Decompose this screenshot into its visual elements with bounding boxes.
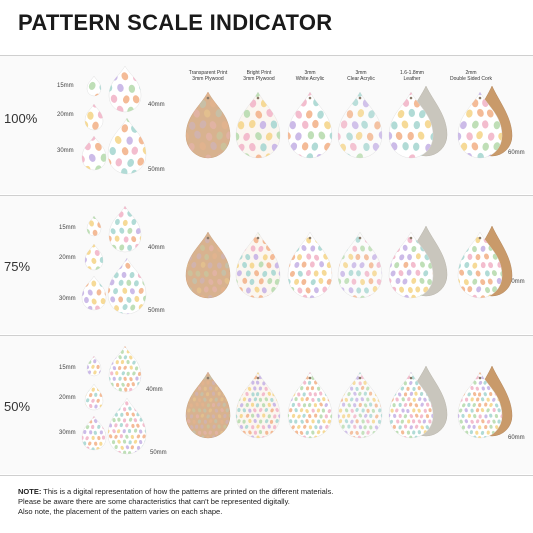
- sample-40mm: [108, 205, 142, 253]
- size-label: 15mm: [59, 225, 76, 231]
- size-label: 40mm: [148, 245, 165, 251]
- size-label: 30mm: [57, 148, 74, 154]
- material-header-clear-acrylic: 3mm Clear Acrylic: [347, 70, 375, 82]
- sample-transparent-plywood: [185, 91, 231, 159]
- size-label: 15mm: [59, 365, 76, 371]
- note-text: NOTE: This is a digital representation o…: [18, 487, 334, 516]
- sample-50mm: [107, 397, 147, 455]
- page-title: PATTERN SCALE INDICATOR: [18, 10, 333, 35]
- sample-bright-plywood: [235, 231, 281, 299]
- size-label: 30mm: [59, 296, 76, 302]
- sample-clear-acrylic: [337, 231, 383, 299]
- sample-transparent-plywood: [185, 371, 231, 439]
- divider: [0, 55, 533, 56]
- scale-label: 100%: [4, 111, 38, 126]
- material-header-transparent-plywood: Transparent Print 3mm Plywood: [188, 70, 228, 82]
- material-header-bright-plywood: Bright Print 3mm Plywood: [243, 70, 275, 82]
- size-label: 30mm: [59, 430, 76, 436]
- size-label: 60mm: [508, 435, 525, 441]
- size-label: 20mm: [59, 255, 76, 261]
- material-header-white-acrylic: 3mm White Acrylic: [295, 70, 325, 82]
- size-label: 50mm: [148, 308, 165, 314]
- sample-15mm: [86, 355, 102, 377]
- sample-white-acrylic: [287, 231, 333, 299]
- sample-clear-acrylic: [337, 371, 383, 439]
- divider: [0, 475, 533, 476]
- material-header-leather: 1.6-1.8mm Leather: [400, 70, 424, 82]
- size-label: 20mm: [57, 112, 74, 118]
- divider: [0, 195, 533, 196]
- size-label: 60mm: [508, 150, 525, 156]
- sample-20mm: [84, 103, 104, 131]
- divider: [0, 335, 533, 336]
- sample-leather-front: [388, 371, 434, 439]
- sample-50mm: [107, 257, 147, 315]
- scale-label: 75%: [4, 259, 31, 274]
- sample-white-acrylic: [287, 371, 333, 439]
- sample-bright-plywood: [235, 91, 281, 159]
- sample-30mm: [81, 415, 107, 451]
- sample-transparent-plywood: [185, 231, 231, 299]
- sample-30mm: [81, 275, 107, 311]
- size-label: 20mm: [59, 395, 76, 401]
- sample-15mm: [86, 215, 102, 237]
- size-label: 60mm: [508, 279, 525, 285]
- sample-20mm: [84, 243, 104, 271]
- sample-bright-plywood: [235, 371, 281, 439]
- size-label: 40mm: [146, 387, 163, 393]
- scale-label: 50%: [4, 399, 31, 414]
- sample-40mm: [108, 345, 142, 393]
- sample-clear-acrylic: [337, 91, 383, 159]
- size-label: 50mm: [150, 450, 167, 456]
- sample-15mm: [86, 75, 102, 97]
- size-label: 40mm: [148, 102, 165, 108]
- sample-white-acrylic: [287, 91, 333, 159]
- size-label: 50mm: [148, 167, 165, 173]
- size-label: 15mm: [57, 83, 74, 89]
- material-header-cork: 2mm Double Sided Cork: [450, 70, 492, 82]
- sample-20mm: [84, 383, 104, 411]
